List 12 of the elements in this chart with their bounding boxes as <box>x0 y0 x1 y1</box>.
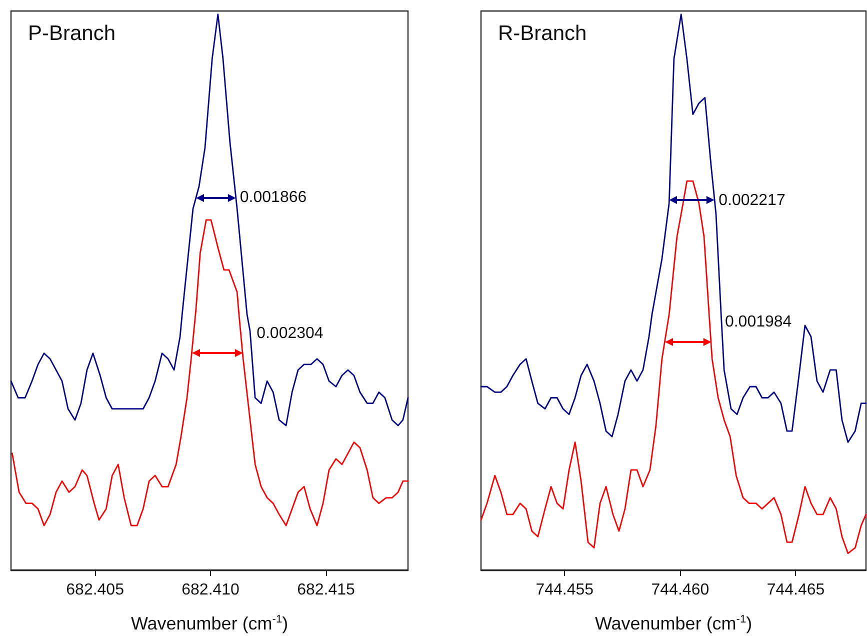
chart-title: R-Branch <box>498 22 587 45</box>
annotation: 0.001866 <box>240 189 307 206</box>
x-tick-label: 682.415 <box>297 582 356 598</box>
x-tick-label: 744.465 <box>766 582 825 598</box>
x-tick-label: 744.455 <box>536 582 594 598</box>
annotation: 0.002217 <box>718 192 786 209</box>
annotation: 0.001984 <box>724 314 792 331</box>
x-tick-label: 682.405 <box>66 582 124 598</box>
x-tick-label: 682.410 <box>182 582 240 598</box>
chart-title: P-Branch <box>28 22 116 45</box>
annotation: 0.002304 <box>256 324 324 342</box>
x-tick-label: 744.460 <box>651 582 710 598</box>
